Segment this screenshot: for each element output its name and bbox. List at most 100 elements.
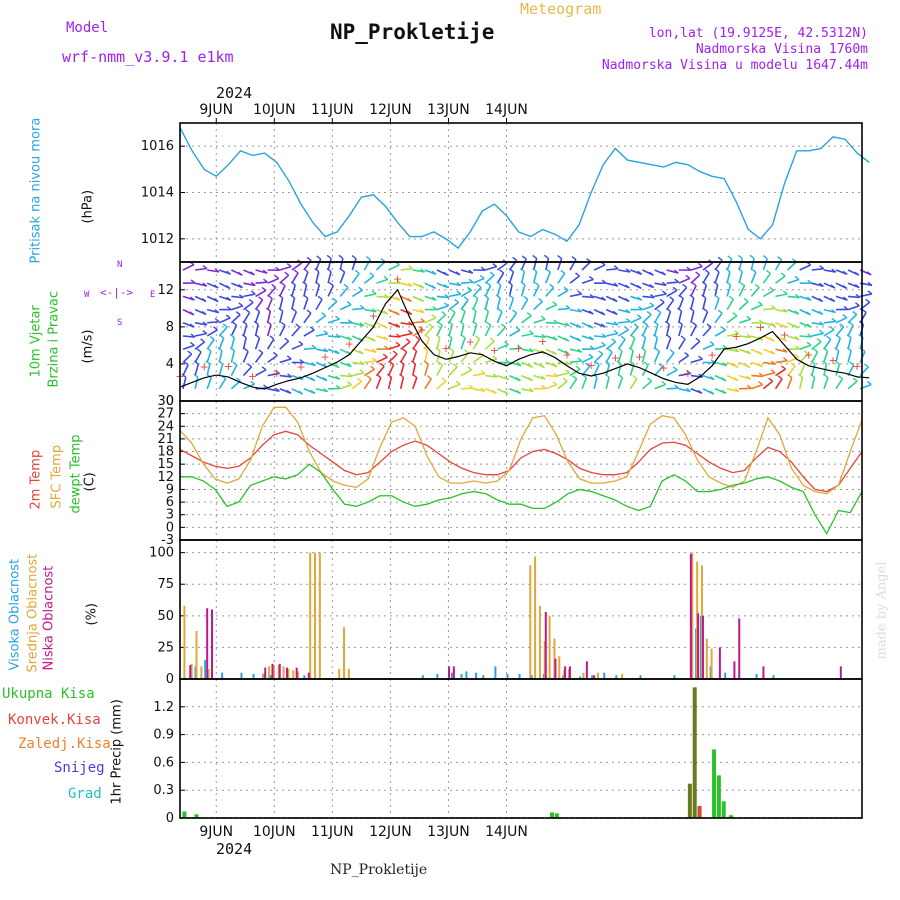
wind-arrow	[327, 285, 335, 297]
wind-arrow-head	[842, 284, 848, 289]
wind-arrow	[303, 312, 312, 324]
wind-arrow	[520, 284, 526, 297]
wind-arrow-head	[601, 341, 606, 346]
wind-arrow	[279, 358, 292, 364]
wind-arrow	[727, 333, 740, 337]
wind-arrow	[557, 289, 569, 298]
wind-arrow	[363, 275, 375, 284]
wind-arrow-head	[740, 282, 745, 287]
wind-arrow	[496, 311, 503, 324]
wind-arrow	[775, 360, 788, 364]
high-cloud-bar	[494, 666, 497, 679]
lonlat-label: lon,lat (19.9125E, 42.5312N)	[648, 26, 868, 41]
low-cloud-bar	[189, 665, 192, 679]
wind-arrow	[739, 318, 751, 324]
wind-arrow-head	[640, 333, 646, 339]
wind-arrow	[678, 388, 691, 393]
wind-arrow-head	[782, 324, 787, 329]
wind-arrow	[557, 322, 570, 327]
wind-arrow-head	[701, 294, 707, 299]
y-tick-label: 0	[166, 520, 174, 535]
wind-arrow-head	[589, 336, 594, 341]
wind-arrow-head	[532, 254, 538, 259]
wind-arrow	[606, 267, 619, 271]
wind-arrow-head	[807, 333, 813, 338]
wind-arrow	[303, 347, 316, 350]
wind-arrow	[399, 363, 405, 376]
wind-arrow-head	[703, 308, 708, 313]
wind-arrow-head	[600, 323, 606, 328]
wind-arrow-head	[189, 311, 195, 316]
y-tick-label: 1012	[141, 232, 174, 247]
wind-arrow-head	[843, 305, 849, 311]
wind-arrow	[364, 360, 377, 364]
wind-arrow	[654, 366, 664, 377]
wind-arrow-head	[460, 307, 466, 312]
wind-arrow	[194, 267, 208, 271]
total-precip-bar	[721, 801, 726, 818]
wind-arrow	[678, 372, 691, 377]
wind-arrow	[460, 289, 472, 298]
wind-arrow-head	[782, 290, 788, 295]
wind-arrow	[665, 311, 672, 324]
wind-arrow-head	[291, 308, 297, 313]
wind-arrow-head	[552, 363, 558, 368]
wind-arrow-head	[480, 266, 486, 271]
mid-cloud-bar	[710, 648, 713, 679]
wind-arrow	[811, 267, 824, 271]
wind-arrow-head	[661, 380, 667, 385]
wind-arrow	[375, 261, 386, 271]
wind-speed-line	[179, 288, 870, 390]
wind-arrow-head	[507, 281, 513, 286]
wind-arrow	[520, 258, 527, 271]
high-cloud-bar	[615, 675, 618, 679]
compass-s: S	[117, 318, 123, 328]
wind-arrow	[738, 271, 743, 284]
wind-arrow	[278, 297, 284, 310]
wind-arrow	[799, 344, 812, 350]
wind-arrow-head	[354, 269, 360, 274]
wind-arrow-head	[831, 268, 837, 273]
wind-arrow	[544, 258, 550, 271]
wind-arrow-head	[383, 310, 389, 315]
wind-arrow-head	[250, 271, 255, 276]
gust-marker: +	[272, 367, 281, 380]
wind-arrow	[243, 282, 256, 287]
wind-arrow	[641, 380, 653, 390]
wind-arrow-head	[589, 293, 595, 299]
day-label-top: 11JUN	[311, 102, 354, 118]
gust-marker: +	[345, 338, 354, 351]
wind-arrow-head	[686, 266, 692, 271]
wind-arrow	[641, 313, 652, 324]
wind-arrow	[654, 301, 665, 311]
wind-arrow	[569, 378, 578, 390]
wind-arrow-head	[721, 377, 727, 382]
wind-arrow	[786, 365, 796, 377]
y-tick-label: 6	[166, 495, 174, 510]
low-cloud-bar	[448, 666, 451, 679]
legend-total: Ukupna Kisa	[2, 686, 95, 702]
wind-arrow-head	[467, 286, 472, 291]
wind-arrow	[327, 300, 338, 311]
wind-arrow	[642, 305, 655, 311]
wind-arrow	[726, 315, 738, 324]
wind-arrow-head	[717, 256, 723, 261]
wind-arrow-head	[399, 373, 404, 378]
wind-arrow-head	[617, 347, 623, 352]
wind-arrow-head	[685, 274, 691, 279]
wind-arrow-head	[357, 377, 363, 382]
high-cloud-bar	[639, 675, 642, 679]
wind-arrow-head	[226, 306, 232, 311]
wind-arrow-head	[653, 320, 659, 326]
wind-arrow-head	[714, 294, 720, 299]
mid-cloud-bar	[318, 552, 321, 679]
wind-arrow-head	[219, 334, 225, 339]
panel-frame	[179, 539, 863, 680]
wind-arrow	[303, 329, 315, 337]
wind-arrow-head	[829, 326, 835, 331]
wind-arrow-head	[769, 337, 775, 342]
wind-arrow	[351, 258, 357, 271]
wind-arrow-head	[359, 322, 365, 327]
wind-arrow	[267, 286, 277, 297]
wind-arrow-head	[407, 329, 413, 335]
